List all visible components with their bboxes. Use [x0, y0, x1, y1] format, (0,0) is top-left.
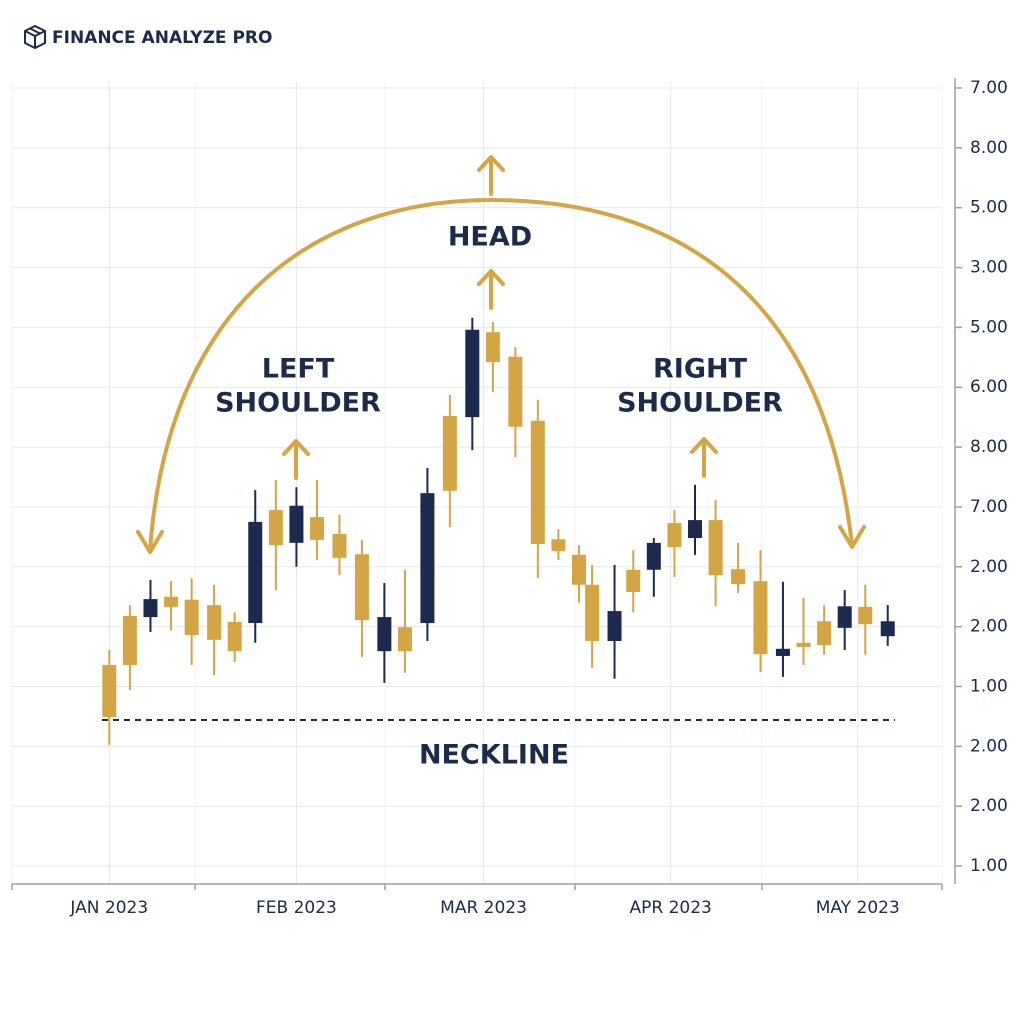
x-tick-label: JAN 2023 — [69, 898, 148, 918]
x-tick-label: FEB 2023 — [256, 898, 337, 918]
y-tick-label: 7.00 — [970, 497, 1008, 517]
y-tick-label: 6.00 — [970, 377, 1008, 397]
candle-body — [248, 521, 263, 624]
candle-body — [102, 664, 117, 718]
y-tick-label: 7.00 — [970, 78, 1008, 98]
y-tick-label: 3.00 — [970, 258, 1008, 278]
annotation: SHOULDER — [215, 388, 381, 419]
y-tick-label: 5.00 — [970, 198, 1008, 218]
x-tick-label: MAY 2023 — [816, 898, 900, 918]
candle-body — [817, 621, 832, 646]
x-tick-label: MAR 2023 — [440, 898, 527, 918]
candle-body — [354, 554, 369, 621]
y-tick-label: 1.00 — [970, 676, 1008, 696]
y-tick-label: 1.00 — [970, 856, 1008, 876]
y-tick-label: 2.00 — [970, 617, 1008, 637]
candle-body — [485, 332, 500, 363]
candle-body — [585, 584, 600, 642]
app-title: FINANCE ANALYZE PRO — [52, 28, 272, 48]
y-tick-label: 5.00 — [970, 317, 1008, 337]
candle-body — [753, 581, 768, 655]
annotation: HEAD — [448, 222, 532, 253]
candle-body — [646, 542, 661, 570]
candle-body — [687, 520, 702, 539]
y-tick-label: 2.00 — [970, 557, 1008, 577]
candle-body — [164, 596, 179, 607]
candle-body — [571, 554, 586, 585]
logo — [24, 24, 46, 50]
candle-body — [268, 509, 283, 546]
y-tick-label: 8.00 — [970, 437, 1008, 457]
candle-body — [837, 606, 852, 628]
candle-body — [420, 493, 435, 624]
candle-body — [397, 627, 412, 652]
annotation: RIGHT — [653, 354, 748, 385]
x-tick-label: APR 2023 — [629, 898, 711, 918]
candle-body — [289, 505, 304, 543]
candle-body — [207, 605, 222, 640]
annotation: LEFT — [262, 354, 335, 385]
candle-body — [858, 606, 873, 625]
candle-body — [442, 415, 457, 491]
candle-body — [796, 642, 811, 647]
candle-body — [143, 599, 158, 618]
candle-body — [607, 611, 622, 642]
candle-body — [465, 329, 480, 418]
candle-body — [332, 533, 347, 558]
candle-body — [551, 539, 566, 552]
candle-body — [731, 569, 746, 585]
candle-body — [626, 569, 641, 592]
candle-body — [880, 621, 895, 637]
candle-body — [227, 621, 242, 652]
neckline-label: NECKLINE — [419, 740, 569, 771]
candle-body — [530, 420, 545, 545]
pattern-arc — [136, 155, 866, 554]
y-tick-label: 2.00 — [970, 736, 1008, 756]
candle-body — [667, 523, 682, 548]
y-tick-label: 8.00 — [970, 138, 1008, 158]
candle-body — [775, 648, 790, 656]
annotation: SHOULDER — [617, 388, 783, 419]
y-tick-label: 2.00 — [970, 796, 1008, 816]
candle-body — [184, 599, 199, 636]
candle-body — [377, 617, 392, 652]
candle-body — [508, 356, 523, 427]
candle-body — [122, 615, 137, 665]
candle-body — [310, 517, 325, 540]
candle-body — [708, 520, 723, 576]
